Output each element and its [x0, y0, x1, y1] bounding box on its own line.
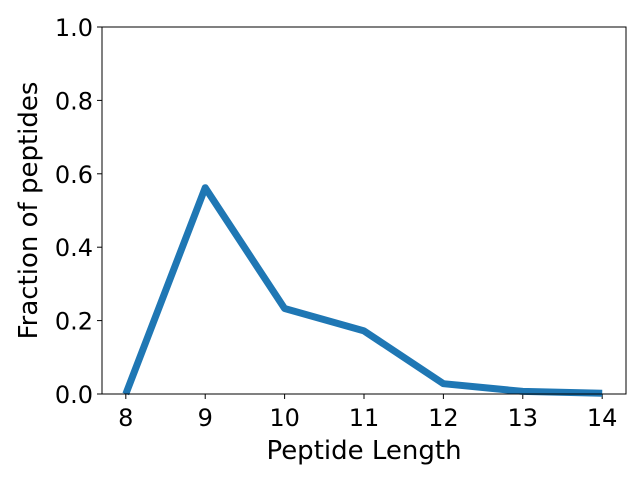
series-line: [122, 184, 603, 397]
series-layer: [122, 184, 603, 397]
x-tick-label: 13: [508, 404, 539, 432]
y-axis-label: Fraction of peptides: [14, 82, 44, 340]
x-axis-label: Peptide Length: [266, 436, 461, 466]
x-tick-label: 9: [198, 404, 213, 432]
y-tick-label: 0.2: [55, 308, 93, 336]
x-tick-label: 11: [349, 404, 380, 432]
y-axis-ticks: 0.0 0.2 0.4 0.6 0.8 1.0: [55, 14, 102, 409]
y-tick-label: 0.6: [55, 161, 93, 189]
plot-frame: [101, 26, 627, 395]
y-tick-label: 0.0: [55, 381, 93, 409]
y-tick-label: 0.4: [55, 234, 93, 262]
y-tick-label: 0.8: [55, 87, 93, 115]
x-tick-label: 10: [269, 404, 300, 432]
x-tick-label: 8: [118, 404, 133, 432]
y-tick-label: 1.0: [55, 14, 93, 42]
x-tick-label: 12: [428, 404, 459, 432]
x-axis-ticks: 8 9 10 11 12 13 14: [118, 394, 617, 432]
x-tick-label: 14: [587, 404, 618, 432]
